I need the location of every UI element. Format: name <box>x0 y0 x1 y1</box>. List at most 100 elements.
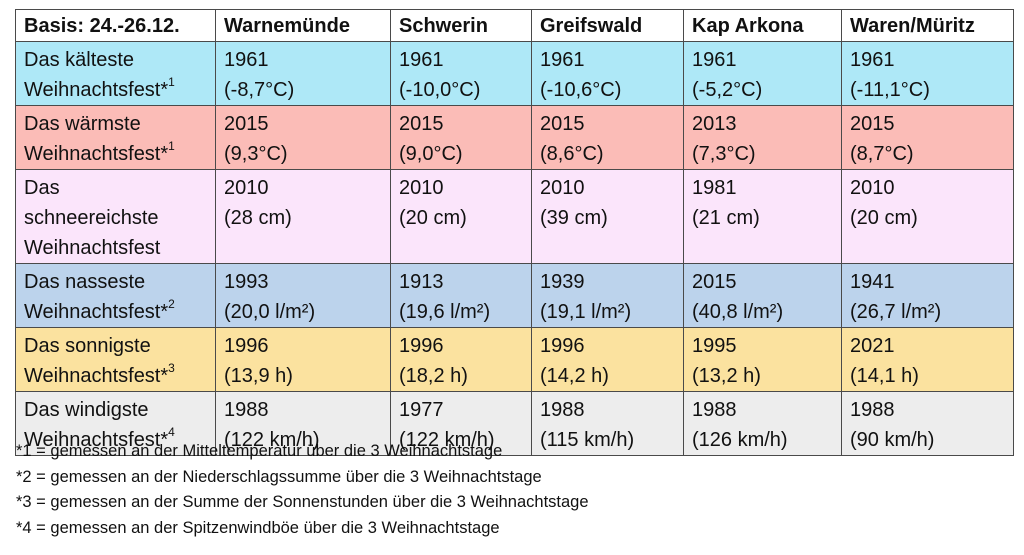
record-value: (20 cm) <box>850 207 918 229</box>
record-value: (13,9 h) <box>224 365 293 387</box>
record-value: (14,2 h) <box>540 365 609 387</box>
record-year: 2021 <box>850 335 895 357</box>
record-year: 1961 <box>850 49 895 71</box>
record-cell: 1961 (-5,2°C) <box>683 41 842 106</box>
record-year: 1996 <box>399 335 444 357</box>
record-year: 1988 <box>850 399 895 421</box>
record-cell: 2010 (20 cm) <box>390 169 532 264</box>
row-label-cell: Das windigste Weihnachtsfest*4 <box>15 391 216 456</box>
row-label-cell: Das kälteste Weihnachtsfest*1 <box>15 41 216 106</box>
record-cell: 2015 (9,3°C) <box>215 105 391 170</box>
record-value: (20,0 l/m²) <box>224 301 316 323</box>
record-year: 1993 <box>224 271 269 293</box>
header-station-warnemuende: Warnemünde <box>215 9 391 42</box>
row-label-cell: Das schneereichste Weihnachtsfest <box>15 169 216 264</box>
row-label-line: Weihnachtsfest*2 <box>24 297 215 327</box>
record-value: (122 km/h) <box>399 429 495 451</box>
record-year: 2015 <box>540 113 585 135</box>
record-year: 2010 <box>399 177 444 199</box>
record-year: 1996 <box>224 335 269 357</box>
footnote-3: *3 = gemessen an der Summe der Sonnenstu… <box>16 493 589 512</box>
row-label-text: Weihnachtsfest* <box>24 79 169 101</box>
record-year: 1977 <box>399 399 444 421</box>
record-cell: 2010 (28 cm) <box>215 169 391 264</box>
row-label-cell: Das wärmste Weihnachtsfest*1 <box>15 105 216 170</box>
record-cell: 2015 (9,0°C) <box>390 105 532 170</box>
row-label-line: Weihnachtsfest*1 <box>24 139 215 169</box>
record-cell: 1939 (19,1 l/m²) <box>531 263 684 328</box>
record-value: (8,7°C) <box>850 143 914 165</box>
record-year: 2015 <box>850 113 895 135</box>
header-station-kap-arkona: Kap Arkona <box>683 9 842 42</box>
footnote-marker: 2 <box>168 297 175 312</box>
record-year: 1988 <box>540 399 585 421</box>
row-label-line: Das <box>24 177 60 199</box>
record-value: (39 cm) <box>540 207 608 229</box>
record-cell: 1988 (115 km/h) <box>531 391 684 456</box>
record-value: (18,2 h) <box>399 365 468 387</box>
row-label-line: Weihnachtsfest <box>24 237 161 259</box>
record-value: (28 cm) <box>224 207 292 229</box>
record-cell: 1913 (19,6 l/m²) <box>390 263 532 328</box>
footnote-marker: 1 <box>168 75 175 90</box>
record-value: (14,1 h) <box>850 365 919 387</box>
record-year: 2015 <box>399 113 444 135</box>
record-value: (20 cm) <box>399 207 467 229</box>
record-year: 1913 <box>399 271 444 293</box>
row-label-text: Weihnachtsfest* <box>24 429 169 451</box>
row-label-cell: Das nasseste Weihnachtsfest*2 <box>15 263 216 328</box>
table-row: Das sonnigste Weihnachtsfest*3 1996 (13,9 h… <box>15 327 1014 392</box>
record-value: (-10,0°C) <box>399 79 481 101</box>
record-year: 1961 <box>399 49 444 71</box>
footnote-marker: 1 <box>168 139 175 154</box>
table-body: Das kälteste Weihnachtsfest*1 1961 (-8,7°C)… <box>15 41 1014 456</box>
record-cell: 1981 (21 cm) <box>683 169 842 264</box>
record-cell: 1977 (122 km/h) <box>390 391 532 456</box>
record-cell: 1996 (14,2 h) <box>531 327 684 392</box>
table-row: Das schneereichste Weihnachtsfest 2010 (28 c… <box>15 169 1014 264</box>
record-value: (13,2 h) <box>692 365 761 387</box>
table-row: Das kälteste Weihnachtsfest*1 1961 (-8,7°C)… <box>15 41 1014 106</box>
record-cell: 1988 (122 km/h) <box>215 391 391 456</box>
row-label-line: Weihnachtsfest*4 <box>24 425 215 455</box>
record-value: (26,7 l/m²) <box>850 301 942 323</box>
footnotes: *1 = gemessen an der Mitteltemperatur üb… <box>16 439 589 541</box>
row-label-line: Das kälteste <box>24 49 135 71</box>
record-cell: 1988 (90 km/h) <box>841 391 1014 456</box>
record-cell: 1941 (26,7 l/m²) <box>841 263 1014 328</box>
record-cell: 1995 (13,2 h) <box>683 327 842 392</box>
christmas-records-table: Basis: 24.-26.12. Warnemünde Schwerin Gr… <box>15 9 1014 456</box>
record-cell: 2013 (7,3°C) <box>683 105 842 170</box>
record-year: 2013 <box>692 113 737 135</box>
row-label-cell: Das sonnigste Weihnachtsfest*3 <box>15 327 216 392</box>
record-year: 1961 <box>540 49 585 71</box>
table-header-row: Basis: 24.-26.12. Warnemünde Schwerin Gr… <box>15 9 1014 42</box>
record-year: 1961 <box>224 49 269 71</box>
record-cell: 1961 (-10,6°C) <box>531 41 684 106</box>
record-cell: 2021 (14,1 h) <box>841 327 1014 392</box>
record-cell: 2015 (40,8 l/m²) <box>683 263 842 328</box>
row-label-text: Weihnachtsfest* <box>24 301 169 323</box>
row-label-text: Weihnachtsfest* <box>24 365 169 387</box>
record-value: (122 km/h) <box>224 429 320 451</box>
record-value: (9,3°C) <box>224 143 288 165</box>
row-label-line: Das windigste <box>24 399 149 421</box>
record-year: 1981 <box>692 177 737 199</box>
record-cell: 2010 (20 cm) <box>841 169 1014 264</box>
record-year: 2010 <box>224 177 269 199</box>
header-station-greifswald: Greifswald <box>531 9 684 42</box>
row-label-line: Das nasseste <box>24 271 146 293</box>
record-cell: 1961 (-11,1°C) <box>841 41 1014 106</box>
record-value: (126 km/h) <box>692 429 788 451</box>
row-label-line: Weihnachtsfest*1 <box>24 75 215 105</box>
footnote-2: *2 = gemessen an der Niederschlagssumme … <box>16 467 542 486</box>
record-year: 2010 <box>850 177 895 199</box>
christmas-records-table-container: Basis: 24.-26.12. Warnemünde Schwerin Gr… <box>15 9 1014 456</box>
header-station-waren-mueritz: Waren/Müritz <box>841 9 1014 42</box>
record-year: 2015 <box>692 271 737 293</box>
record-year: 1961 <box>692 49 737 71</box>
record-cell: 1988 (126 km/h) <box>683 391 842 456</box>
record-cell: 2010 (39 cm) <box>531 169 684 264</box>
record-value: (9,0°C) <box>399 143 463 165</box>
footnote-1: *1 = gemessen an der Mitteltemperatur üb… <box>16 442 503 460</box>
